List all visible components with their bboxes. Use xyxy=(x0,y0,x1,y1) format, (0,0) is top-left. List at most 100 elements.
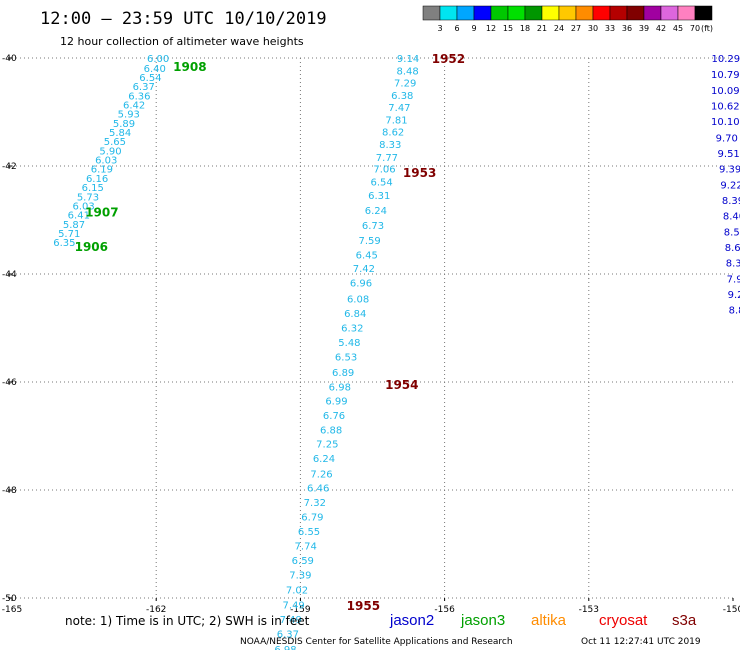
swh-value: 8.33 xyxy=(379,140,401,151)
swh-value: 5.71 xyxy=(58,229,80,240)
swh-value: 6.03 xyxy=(72,201,94,212)
colorbar-swatch xyxy=(643,5,662,21)
swh-value: 7.02 xyxy=(286,585,308,596)
axis-tick-labels: -165 -162 -159 -156 -153 -150 -40 -42 -44 -46 -48 -… xyxy=(2,54,740,615)
footer-credit: NOAA/NESDIS Center for Satellite Applica… xyxy=(240,637,513,647)
track-s3a: 9.148.487.29 6.387.47 7.818.62 8.33 7.777.06… xyxy=(274,52,465,650)
colorbar-swatch xyxy=(541,5,560,21)
swh-value: 6.46 xyxy=(307,483,329,494)
track-jason2: 10.29 10.79 10.09 10.62 10.10 9.70 9.51 9.39 9.2… xyxy=(711,54,740,317)
colorbar-swatch xyxy=(524,5,543,21)
swh-value: 6.00 xyxy=(147,54,169,65)
y-tick-label: -48 xyxy=(2,486,17,496)
swh-value: 7.25 xyxy=(316,440,338,451)
swh-value: 6.16 xyxy=(86,174,108,185)
swh-value: 7.26 xyxy=(310,469,332,480)
swh-value: 6.88 xyxy=(320,426,342,437)
colorbar-swatch xyxy=(677,5,696,21)
colorbar-tick-label: 36 xyxy=(622,24,632,33)
swh-value: 5.73 xyxy=(77,192,99,203)
data-marks: 6.006.406.546.376.366.425.935.895.845.65… xyxy=(53,52,740,650)
y-tick-label: -44 xyxy=(2,270,17,280)
swh-value: 6.55 xyxy=(298,527,320,538)
chart-title: 12:00 – 23:59 UTC 10/10/2019 xyxy=(40,9,327,29)
swh-value: 10.62 xyxy=(711,102,740,113)
swh-value: 7.42 xyxy=(353,264,375,275)
colorbar-swatch xyxy=(626,5,645,21)
x-tick-label: -150 xyxy=(723,605,740,615)
swh-value: 6.41 xyxy=(68,211,90,222)
colorbar-swatch xyxy=(592,5,611,21)
colorbar-tick-label: 15 xyxy=(503,24,513,33)
swh-value: 8.50 xyxy=(724,227,740,238)
swh-value: 8.40 xyxy=(723,212,740,223)
plot-area: 6.006.406.546.376.366.425.935.895.845.65… xyxy=(53,52,740,650)
chart-subtitle: 12 hour collection of altimeter wave hei… xyxy=(60,35,304,48)
legend-jason2: jason2 xyxy=(389,612,434,629)
swh-value: 6.96 xyxy=(350,279,372,290)
colorbar-tick-label: 3 xyxy=(437,24,442,33)
x-tick-label: -156 xyxy=(434,605,455,615)
swh-value: 7.47 xyxy=(388,103,410,114)
x-tick-label: -165 xyxy=(2,605,22,615)
swh-value: 6.89 xyxy=(332,368,354,379)
swh-value: 5.93 xyxy=(118,110,140,121)
swh-value: 6.45 xyxy=(356,251,378,262)
colorbar-tick-label: 24 xyxy=(554,24,564,33)
swh-value: 5.89 xyxy=(113,119,135,130)
colorbar-tick-label: 39 xyxy=(639,24,649,33)
swh-value: 6.53 xyxy=(335,353,357,364)
colorbar-tick-label: 42 xyxy=(656,24,666,33)
swh-value: 8.39 xyxy=(722,196,740,207)
colorbar-tick-label: 33 xyxy=(605,24,615,33)
swh-value: 8.61 xyxy=(725,243,740,254)
swh-value: 6.59 xyxy=(292,556,314,567)
time-label: 1955 xyxy=(347,599,380,613)
swh-value: 6.19 xyxy=(91,165,113,176)
time-label: 1954 xyxy=(385,378,418,392)
colorbar-swatch xyxy=(609,5,628,21)
swh-value: 6.37 xyxy=(277,630,299,641)
colorbar-tick-label: 21 xyxy=(537,24,547,33)
swh-value: 10.10 xyxy=(711,117,740,128)
swh-value: 9.22 xyxy=(720,180,740,191)
colorbar: 3 6 9 12 15 18 21 24 27 30 33 36 39 42 45 70 xyxy=(422,5,713,33)
colorbar-tick-label: 18 xyxy=(520,24,530,33)
colorbar-swatch xyxy=(694,5,713,21)
legend-cryosat: cryosat xyxy=(599,612,648,629)
swh-value: 5.90 xyxy=(99,146,121,157)
swh-value: 5.87 xyxy=(63,220,85,231)
y-tick-label: -46 xyxy=(2,378,17,388)
legend-s3a: s3a xyxy=(672,612,697,629)
colorbar-tick-label: 70 xyxy=(690,24,700,33)
swh-value: 6.84 xyxy=(344,309,366,320)
colorbar-swatch xyxy=(490,5,509,21)
time-label: 1952 xyxy=(432,52,465,66)
x-tick-label: -162 xyxy=(146,605,166,615)
swh-value: 6.79 xyxy=(301,513,323,524)
time-label: 1953 xyxy=(403,166,436,180)
legend-jason3: jason3 xyxy=(460,612,505,629)
colorbar-swatch xyxy=(422,5,441,21)
swh-value: 6.99 xyxy=(325,396,347,407)
swh-value: 6.37 xyxy=(133,82,155,93)
swh-value: 9.51 xyxy=(718,149,740,160)
swh-value: 6.15 xyxy=(82,183,104,194)
satellite-legend: jason2 jason3 altika cryosat s3a xyxy=(389,612,697,629)
swh-value: 7.39 xyxy=(289,570,311,581)
track-jason3: 6.006.406.546.376.366.425.935.895.845.65… xyxy=(53,54,206,254)
swh-value: 7.81 xyxy=(385,116,407,127)
swh-value: 9.21 xyxy=(728,290,740,301)
legend-altika: altika xyxy=(531,612,567,629)
y-tick-label: -42 xyxy=(2,162,17,172)
swh-value: 5.65 xyxy=(104,137,126,148)
swh-value: 6.73 xyxy=(362,221,384,232)
swh-value: 5.48 xyxy=(338,338,360,349)
y-tick-label: -40 xyxy=(2,54,17,64)
swh-value: 7.06 xyxy=(373,165,395,176)
time-label: 1906 xyxy=(75,240,108,254)
colorbar-tick-label: 30 xyxy=(588,24,598,33)
swh-value: 8.35 xyxy=(726,259,740,270)
colorbar-tick-label: 9 xyxy=(471,24,476,33)
